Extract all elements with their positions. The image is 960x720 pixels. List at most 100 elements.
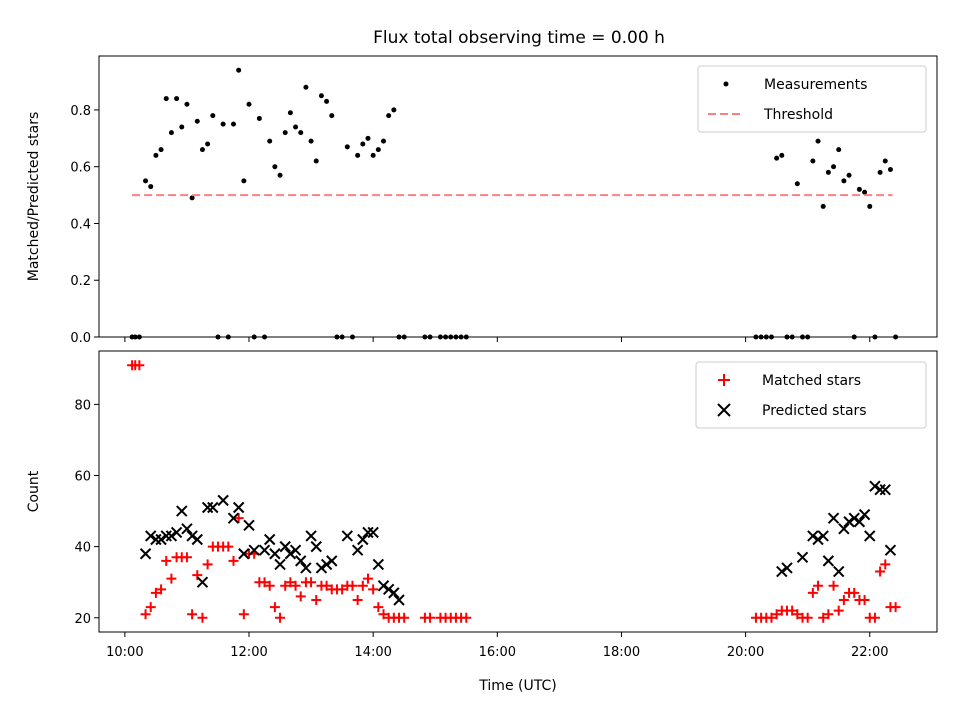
data-point [347, 580, 358, 591]
data-point [181, 523, 193, 535]
data-point [362, 573, 373, 584]
data-point [248, 544, 260, 556]
data-point [194, 118, 200, 124]
data-point [864, 530, 876, 542]
data-point [272, 164, 278, 170]
data-point [337, 584, 348, 595]
data-point [280, 580, 291, 591]
data-point [360, 141, 366, 147]
data-point [815, 138, 821, 144]
data-point [140, 609, 151, 620]
data-point [825, 169, 831, 175]
x-tick-label: 12:00 [230, 645, 267, 660]
data-point [377, 580, 390, 592]
legend-label: Predicted stars [762, 403, 867, 419]
x-tick-label: 16:00 [479, 645, 516, 660]
x-tick-label: 10:00 [106, 645, 143, 660]
data-point [179, 124, 185, 130]
data-point [161, 555, 172, 566]
data-point [233, 513, 244, 524]
data-point [391, 107, 397, 113]
data-point [238, 548, 250, 560]
data-point [812, 533, 824, 546]
data-point [399, 612, 410, 623]
data-point [153, 152, 159, 158]
data-point [880, 559, 891, 570]
data-point [196, 576, 209, 588]
data-point [324, 98, 330, 104]
data-point [176, 505, 188, 517]
data-point [228, 555, 239, 566]
legend-marker [717, 403, 731, 417]
data-point [174, 96, 180, 102]
data-point [227, 512, 240, 524]
data-point [232, 501, 245, 514]
data-point [774, 155, 780, 161]
series-matched-stars [127, 360, 901, 623]
data-point [205, 141, 211, 147]
data-point [425, 612, 436, 623]
data-point [367, 526, 379, 539]
data-point [269, 548, 281, 560]
data-point [264, 580, 275, 591]
data-point [820, 203, 826, 209]
legend: Matched stars Predicted stars [695, 361, 927, 429]
data-point [310, 540, 322, 553]
data-point [279, 540, 291, 553]
top-panel: 0.0 0.2 0.4 0.6 0.8 Matched/Predicted stars Me… [26, 55, 938, 346]
data-point [853, 516, 866, 528]
data-point [163, 96, 169, 102]
legend-label: Matched stars [762, 373, 861, 389]
data-point [817, 530, 829, 542]
data-point [223, 541, 234, 552]
data-point [199, 147, 205, 153]
data-point [787, 605, 798, 616]
data-point [461, 612, 472, 623]
data-point [341, 530, 354, 542]
data-point [139, 548, 152, 560]
data-point [794, 181, 800, 187]
data-point [238, 609, 249, 620]
legend-marker [718, 374, 730, 386]
y-tick-label: 80 [74, 398, 91, 413]
data-point [833, 565, 845, 578]
data-point [838, 523, 850, 535]
data-point [170, 526, 183, 539]
data-point [838, 594, 849, 605]
y-tick-label: 0.6 [70, 161, 91, 176]
data-point [375, 147, 381, 153]
data-point [823, 609, 834, 620]
data-point [869, 480, 881, 492]
data-point [289, 544, 302, 556]
data-point [158, 147, 164, 153]
data-point [370, 152, 376, 158]
data-point [155, 533, 167, 546]
data-point [796, 551, 809, 564]
data-point [295, 591, 306, 602]
x-axis-label: Time (UTC) [478, 678, 556, 694]
y-tick-label: 60 [74, 469, 91, 484]
data-point [781, 562, 793, 574]
y-tick-label: 0.0 [70, 331, 91, 346]
data-point [277, 172, 283, 178]
y-tick-label: 40 [74, 541, 91, 556]
data-point [303, 84, 309, 90]
data-point [284, 548, 297, 560]
data-point [269, 602, 280, 613]
data-point [290, 580, 301, 591]
data-point [308, 138, 314, 144]
data-point [357, 580, 368, 591]
data-point [256, 115, 262, 121]
data-point [884, 544, 897, 556]
x-tick-label: 14:00 [354, 645, 391, 660]
data-point [831, 164, 837, 170]
data-point [862, 189, 868, 195]
data-point [311, 594, 322, 605]
data-point [241, 178, 247, 184]
data-point [201, 501, 214, 514]
data-point [357, 533, 369, 546]
data-point [843, 516, 855, 528]
y-tick-label: 0.2 [70, 274, 91, 289]
data-point [145, 530, 157, 542]
data-point [207, 501, 219, 514]
